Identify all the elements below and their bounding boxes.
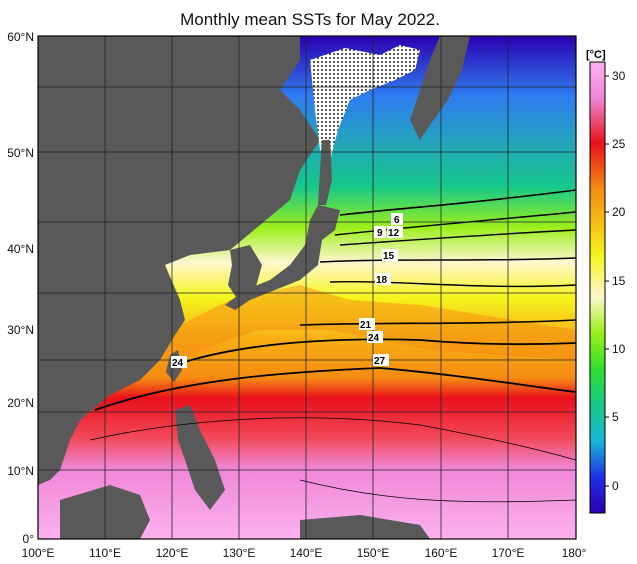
isotherm-27	[94, 367, 576, 411]
x-tick-label: 140°E	[290, 546, 323, 560]
x-tick-label: 180°	[562, 546, 587, 560]
colorbar-tick-label: 10	[612, 342, 626, 356]
colorbar-tick-label: 20	[612, 205, 626, 219]
kamchatka-landmass	[410, 36, 470, 140]
y-tick-label: 30°N	[7, 323, 34, 337]
philippine-islands	[175, 405, 225, 510]
colorbar-tick-label: 15	[612, 274, 626, 288]
colorbar-unit: [°C]	[586, 49, 606, 61]
x-tick-label: 150°E	[357, 546, 390, 560]
lat-lon-grid	[38, 36, 576, 539]
y-tick-label: 0°	[23, 532, 35, 546]
x-tick-label: 160°E	[425, 546, 458, 560]
colorbar-tick-label: 25	[612, 137, 626, 151]
new-guinea-island	[300, 515, 430, 539]
y-tick-label: 60°N	[7, 30, 34, 44]
colorbar-tick-label: 5	[612, 410, 619, 424]
contour-label-24-west: 24	[172, 358, 184, 369]
contour-label-27: 27	[374, 356, 386, 367]
contour-label-6: 6	[394, 215, 400, 226]
map-title: Monthly mean SSTs for May 2022.	[180, 10, 440, 29]
colorbar-tick-label: 30	[612, 69, 626, 83]
isotherm-28	[89, 417, 576, 461]
colorbar-labels: 30 25 20 15 10 5 0	[612, 69, 626, 493]
y-tick-label: 10°N	[7, 464, 34, 478]
japan-islands	[225, 205, 340, 310]
sakhalin-island	[318, 140, 332, 205]
isotherm-21	[299, 319, 576, 326]
x-axis-labels: 100°E 110°E 120°E 130°E 140°E 150°E 160°…	[22, 546, 587, 560]
contour-label-12: 12	[388, 228, 400, 239]
isotherm-12	[339, 229, 576, 246]
x-tick-label: 170°E	[492, 546, 525, 560]
x-tick-label: 110°E	[89, 546, 121, 560]
isotherm-6	[339, 189, 576, 216]
isotherm-18	[329, 281, 576, 288]
contour-label-24-east: 24	[368, 333, 380, 344]
y-axis-labels: 60°N 50°N 40°N 30°N 20°N 10°N 0°	[7, 30, 34, 546]
colorbar-ticks	[605, 75, 609, 487]
contour-label-15: 15	[383, 251, 395, 262]
isotherm-24	[174, 338, 576, 366]
y-tick-label: 40°N	[7, 242, 34, 256]
ice-region	[310, 45, 420, 160]
isotherm-30	[299, 479, 576, 503]
x-tick-label: 100°E	[22, 546, 55, 560]
colorbar	[589, 61, 606, 514]
contour-label-group: 6 9 12 15 18 21 24 24 27	[171, 213, 403, 369]
contour-label-18: 18	[376, 275, 388, 286]
x-tick-label: 130°E	[223, 546, 256, 560]
colorbar-tick-label: 0	[612, 479, 619, 493]
contour-label-9: 9	[377, 228, 383, 239]
map-frame	[37, 35, 577, 540]
contour-label-21: 21	[360, 320, 372, 331]
isotherm-9	[334, 211, 576, 236]
asia-landmass	[38, 36, 320, 485]
y-tick-label: 50°N	[7, 146, 34, 160]
y-tick-label: 20°N	[7, 396, 34, 410]
isotherm-15	[319, 257, 576, 263]
korea-peninsula	[228, 245, 262, 300]
x-tick-label: 120°E	[156, 546, 189, 560]
